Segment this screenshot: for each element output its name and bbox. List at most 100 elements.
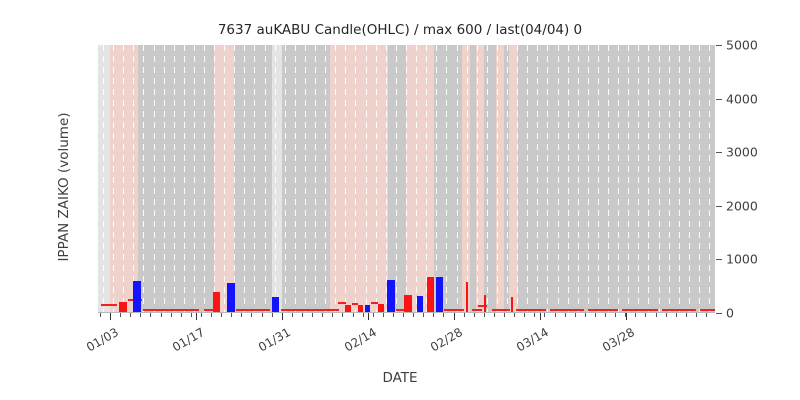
gridline bbox=[214, 45, 215, 313]
gridline bbox=[143, 45, 144, 313]
gridline bbox=[204, 45, 205, 313]
background-band bbox=[496, 45, 504, 313]
gridline bbox=[335, 45, 336, 313]
x-axis-tick bbox=[120, 313, 121, 317]
ohlc-segment bbox=[478, 304, 487, 307]
gridline bbox=[537, 45, 538, 313]
x-axis-tick bbox=[474, 313, 475, 317]
x-axis-tick bbox=[625, 313, 626, 317]
x-axis-tick bbox=[413, 313, 414, 317]
x-axis-tick bbox=[353, 313, 354, 317]
x-axis-tick bbox=[241, 313, 242, 317]
gridline bbox=[477, 45, 478, 313]
x-axis-tick bbox=[504, 313, 505, 317]
gridline bbox=[194, 45, 195, 313]
x-axis-tick bbox=[363, 313, 364, 317]
x-axis-tick-label: 03/14 bbox=[514, 325, 551, 355]
gridline bbox=[517, 45, 518, 313]
gridline bbox=[113, 45, 114, 313]
background-band bbox=[509, 45, 518, 313]
background-band bbox=[406, 45, 434, 313]
gridline bbox=[446, 45, 447, 313]
volume-spike bbox=[511, 296, 513, 313]
gridline bbox=[366, 45, 367, 313]
x-axis-tick bbox=[342, 313, 343, 317]
x-axis-tick-label: 01/03 bbox=[84, 325, 121, 355]
x-axis-tick-major bbox=[540, 313, 541, 320]
x-axis-tick bbox=[211, 313, 212, 317]
x-axis-tick bbox=[171, 313, 172, 317]
gridline bbox=[325, 45, 326, 313]
gridline bbox=[669, 45, 670, 313]
y-axis-tick-label: 5000 bbox=[726, 37, 758, 53]
x-axis-tick bbox=[514, 313, 515, 317]
gridline bbox=[224, 45, 225, 313]
volume-bar bbox=[436, 276, 443, 313]
gridline bbox=[265, 45, 266, 313]
x-axis-tick bbox=[464, 313, 465, 317]
gridline bbox=[578, 45, 579, 313]
x-axis-tick-label: 02/14 bbox=[342, 325, 379, 355]
gridline bbox=[103, 45, 104, 313]
gridline bbox=[608, 45, 609, 313]
gridline bbox=[164, 45, 165, 313]
x-axis-tick-label: 03/28 bbox=[600, 325, 637, 355]
ohlc-segment bbox=[492, 309, 510, 312]
gridline bbox=[638, 45, 639, 313]
ohlc-segment bbox=[516, 309, 546, 312]
gridline bbox=[416, 45, 417, 313]
x-axis-tick bbox=[251, 313, 252, 317]
background-band bbox=[470, 45, 476, 313]
x-axis-tick bbox=[272, 313, 273, 317]
gridline bbox=[648, 45, 649, 313]
x-axis-tick bbox=[373, 313, 374, 317]
volume-bar bbox=[345, 304, 351, 313]
gridline bbox=[527, 45, 528, 313]
y-axis-tick-label: 2000 bbox=[726, 198, 758, 214]
x-axis-tick-major bbox=[110, 313, 111, 320]
y-axis-tick bbox=[716, 313, 722, 314]
gridline bbox=[295, 45, 296, 313]
gridline bbox=[497, 45, 498, 313]
x-axis-tick bbox=[100, 313, 101, 317]
ohlc-segment bbox=[338, 302, 346, 305]
gridline bbox=[659, 45, 660, 313]
background-band bbox=[476, 45, 484, 313]
background-band bbox=[518, 45, 715, 313]
gridline bbox=[154, 45, 155, 313]
x-axis-tick bbox=[221, 313, 222, 317]
x-axis-tick bbox=[443, 313, 444, 317]
x-axis-tick bbox=[322, 313, 323, 317]
gridline bbox=[588, 45, 589, 313]
x-axis-tick bbox=[645, 313, 646, 317]
x-axis-tick bbox=[484, 313, 485, 317]
volume-bar bbox=[119, 301, 127, 313]
x-axis-tick bbox=[585, 313, 586, 317]
x-axis-tick bbox=[575, 313, 576, 317]
x-axis-tick bbox=[544, 313, 545, 317]
ohlc-segment bbox=[550, 309, 584, 312]
gridline bbox=[396, 45, 397, 313]
x-axis-tick bbox=[403, 313, 404, 317]
y-axis-tick bbox=[716, 259, 722, 261]
gridline bbox=[184, 45, 185, 313]
x-axis-tick bbox=[615, 313, 616, 317]
volume-bar bbox=[272, 297, 279, 313]
plot-area[interactable] bbox=[98, 45, 715, 313]
x-axis-tick bbox=[262, 313, 263, 317]
volume-bar bbox=[358, 304, 363, 313]
volume-bar bbox=[227, 282, 235, 313]
background-band bbox=[504, 45, 509, 313]
gridline bbox=[628, 45, 629, 313]
x-axis-tick bbox=[433, 313, 434, 317]
x-axis-tick-major bbox=[626, 313, 627, 320]
x-axis-tick bbox=[635, 313, 636, 317]
ohlc-segment bbox=[662, 309, 696, 312]
y-axis-tick-label: 0 bbox=[726, 305, 734, 321]
x-axis-tick bbox=[706, 313, 707, 317]
x-axis-tick bbox=[494, 313, 495, 317]
gridline bbox=[285, 45, 286, 313]
y-axis-label: IPPAN ZAIKO (volume) bbox=[56, 112, 72, 262]
gridline bbox=[174, 45, 175, 313]
